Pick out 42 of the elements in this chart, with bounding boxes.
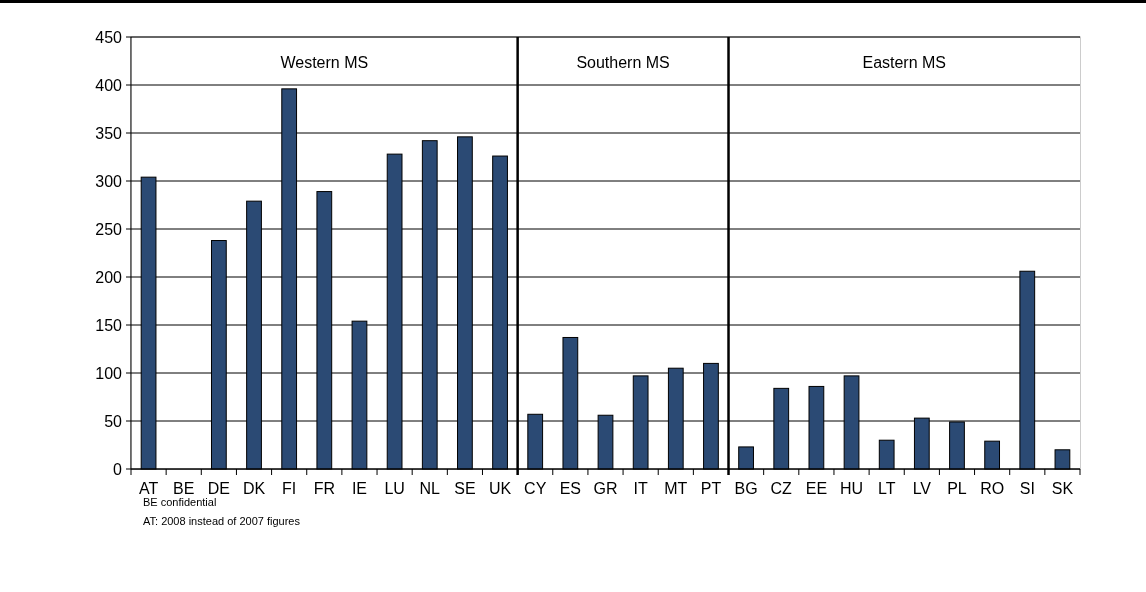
x-tick-label: IT	[633, 480, 648, 497]
band-label: Southern MS	[576, 54, 670, 71]
x-tick-label: NL	[419, 480, 441, 497]
x-tick-label: CZ	[770, 480, 793, 497]
x-tick-label: UK	[488, 480, 512, 497]
x-tick-label: CY	[524, 480, 547, 497]
x-tick-label: BE	[173, 480, 195, 497]
x-tick-label: MT	[664, 480, 688, 497]
x-tick-label: HU	[839, 480, 864, 497]
x-tick-label: PT	[700, 480, 722, 497]
y-tick-label: 300	[95, 172, 123, 190]
x-tick-label: DE	[207, 480, 230, 497]
x-tick-label: GR	[593, 480, 618, 497]
text: BE confidential	[143, 496, 217, 508]
x-tick-label: SI	[1019, 480, 1035, 497]
band-label: Western MS	[280, 54, 369, 71]
x-tick-label: PL	[947, 480, 967, 497]
y-tick-label: 100	[95, 364, 123, 382]
x-tick-label: SE	[454, 480, 476, 497]
x-tick-label: LU	[384, 480, 405, 497]
x-tick-label: LV	[912, 480, 932, 497]
y-tick-label: 400	[95, 76, 123, 94]
y-tick-label: 50	[104, 412, 123, 430]
x-tick-label: ES	[559, 480, 582, 497]
x-tick-label: DK	[242, 480, 266, 497]
x-tick-label: IE	[351, 480, 368, 497]
x-tick-label: BG	[734, 480, 758, 497]
x-tick-label: FI	[282, 480, 297, 497]
y-tick-label: 150	[95, 316, 123, 334]
x-tick-label: EE	[805, 480, 828, 497]
y-tick-label: 0	[113, 460, 123, 478]
band-label: Eastern MS	[862, 54, 947, 71]
y-tick-label: 450	[95, 28, 123, 46]
y-tick-label: 250	[95, 220, 123, 238]
x-tick-label: FR	[313, 480, 335, 497]
x-tick-label: AT	[138, 480, 159, 497]
x-tick-label: LT	[877, 480, 896, 497]
x-tick-label: RO	[980, 480, 1005, 497]
x-tick-label: SK	[1051, 480, 1074, 497]
y-tick-label: 350	[95, 124, 123, 142]
text: AT: 2008 instead of 2007 figures	[143, 515, 301, 527]
y-tick-label: 200	[95, 268, 123, 286]
